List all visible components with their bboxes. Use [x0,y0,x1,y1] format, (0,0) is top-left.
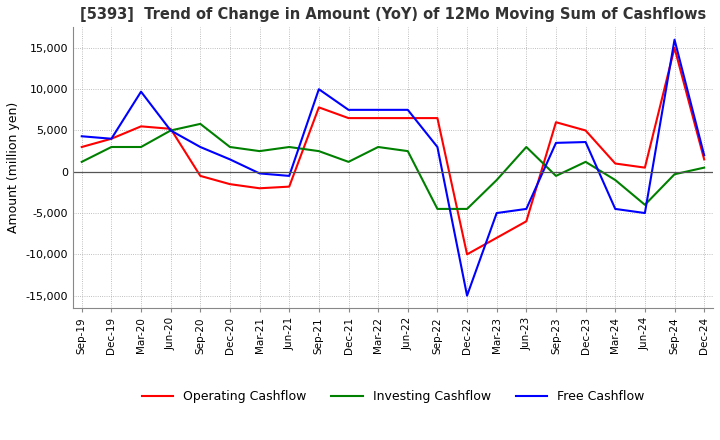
Free Cashflow [552,140,560,146]
Investing Cashflow [78,159,86,165]
Free Cashflow [107,136,116,141]
Free Cashflow [78,134,86,139]
Free Cashflow [285,173,294,179]
Line: Investing Cashflow: Investing Cashflow [82,124,704,209]
Operating Cashflow [611,161,620,166]
Operating Cashflow [196,173,204,179]
Operating Cashflow [285,184,294,189]
Investing Cashflow [196,121,204,127]
Free Cashflow [256,171,264,176]
Operating Cashflow [315,105,323,110]
Investing Cashflow [463,206,472,212]
Investing Cashflow [403,148,412,154]
Investing Cashflow [700,165,708,170]
Legend: Operating Cashflow, Investing Cashflow, Free Cashflow: Operating Cashflow, Investing Cashflow, … [137,385,649,408]
Free Cashflow [166,128,175,133]
Operating Cashflow [166,126,175,132]
Operating Cashflow [78,144,86,150]
Investing Cashflow [641,202,649,207]
Free Cashflow [137,89,145,94]
Operating Cashflow [552,120,560,125]
Investing Cashflow [670,172,679,177]
Free Cashflow [463,293,472,298]
Investing Cashflow [433,206,442,212]
Operating Cashflow [403,115,412,121]
Operating Cashflow [256,186,264,191]
Free Cashflow [374,107,382,113]
Investing Cashflow [107,144,116,150]
Free Cashflow [581,139,590,145]
Free Cashflow [344,107,353,113]
Operating Cashflow [641,165,649,170]
Operating Cashflow [344,115,353,121]
Y-axis label: Amount (million yen): Amount (million yen) [7,102,20,233]
Investing Cashflow [166,128,175,133]
Line: Free Cashflow: Free Cashflow [82,40,704,296]
Operating Cashflow [433,115,442,121]
Free Cashflow [403,107,412,113]
Investing Cashflow [492,177,501,183]
Free Cashflow [522,206,531,212]
Operating Cashflow [225,182,234,187]
Investing Cashflow [552,173,560,179]
Investing Cashflow [522,144,531,150]
Operating Cashflow [492,235,501,240]
Operating Cashflow [670,45,679,51]
Line: Operating Cashflow: Operating Cashflow [82,48,704,254]
Title: [5393]  Trend of Change in Amount (YoY) of 12Mo Moving Sum of Cashflows: [5393] Trend of Change in Amount (YoY) o… [80,7,706,22]
Free Cashflow [433,144,442,150]
Investing Cashflow [137,144,145,150]
Free Cashflow [315,87,323,92]
Operating Cashflow [581,128,590,133]
Operating Cashflow [522,219,531,224]
Operating Cashflow [137,124,145,129]
Free Cashflow [492,210,501,216]
Investing Cashflow [256,148,264,154]
Investing Cashflow [374,144,382,150]
Operating Cashflow [700,157,708,162]
Free Cashflow [670,37,679,42]
Investing Cashflow [344,159,353,165]
Free Cashflow [196,144,204,150]
Investing Cashflow [315,148,323,154]
Operating Cashflow [374,115,382,121]
Investing Cashflow [611,177,620,183]
Free Cashflow [611,206,620,212]
Operating Cashflow [107,136,116,141]
Investing Cashflow [225,144,234,150]
Free Cashflow [700,153,708,158]
Free Cashflow [641,210,649,216]
Investing Cashflow [581,159,590,165]
Investing Cashflow [285,144,294,150]
Free Cashflow [225,157,234,162]
Operating Cashflow [463,252,472,257]
